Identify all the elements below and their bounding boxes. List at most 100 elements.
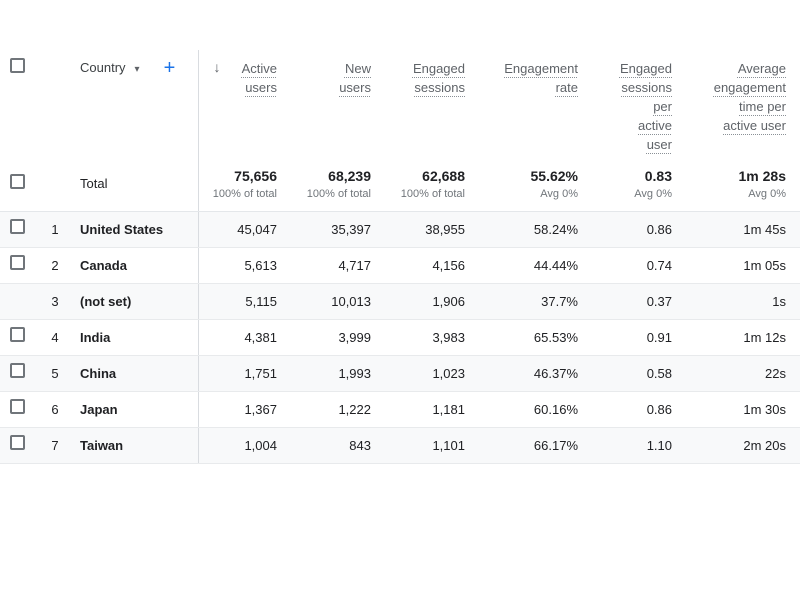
cell-engaged-sessions-per-user: 0.91 xyxy=(578,319,672,356)
row-checkbox[interactable] xyxy=(10,435,25,450)
cell-active-users: 1,751 xyxy=(198,355,277,392)
cell-new-users: 3,999 xyxy=(277,319,371,356)
table-row: 3 (not set) 5,115 10,013 1,906 37.7% 0.3… xyxy=(0,283,800,320)
dimension-selector[interactable]: Country xyxy=(80,60,126,75)
cell-engagement-rate: 46.37% xyxy=(465,355,578,392)
cell-new-users: 10,013 xyxy=(277,283,371,320)
column-header-new-users[interactable]: New users xyxy=(339,61,371,95)
cell-avg-engagement-time: 1m 05s xyxy=(672,247,800,284)
column-header-engagement-rate-cell: Engagement rate xyxy=(465,50,578,157)
cell-avg-engagement-time: 1m 12s xyxy=(672,319,800,356)
cell-avg-engagement-time: 1m 45s xyxy=(672,211,800,248)
row-checkbox[interactable] xyxy=(10,219,25,234)
table-row: 1 United States 45,047 35,397 38,955 58.… xyxy=(0,211,800,248)
cell-engaged-sessions: 4,156 xyxy=(371,247,465,284)
row-country: China xyxy=(70,355,199,392)
cell-active-users: 5,613 xyxy=(198,247,277,284)
cell-avg-engagement-time: 1m 30s xyxy=(672,391,800,428)
table-row: 2 Canada 5,613 4,717 4,156 44.44% 0.74 1… xyxy=(0,247,800,284)
cell-engagement-rate: 66.17% xyxy=(465,427,578,464)
cell-new-users: 1,993 xyxy=(277,355,371,392)
row-rank: 2 xyxy=(40,247,70,284)
total-active-users: 75,656 100% of total xyxy=(198,157,277,212)
row-country: Taiwan xyxy=(70,427,199,464)
cell-active-users: 4,381 xyxy=(198,319,277,356)
sort-descending-icon[interactable]: ↓ xyxy=(213,59,221,75)
column-header-avg-engagement-time-cell: Average engagement time per active user xyxy=(672,50,800,157)
cell-engagement-rate: 60.16% xyxy=(465,391,578,428)
cell-engaged-sessions: 3,983 xyxy=(371,319,465,356)
chevron-down-icon[interactable]: ▾ xyxy=(134,64,140,75)
cell-engaged-sessions-per-user: 0.74 xyxy=(578,247,672,284)
totals-checkbox[interactable] xyxy=(10,173,25,189)
row-rank: 5 xyxy=(40,355,70,392)
cell-engaged-sessions: 38,955 xyxy=(371,211,465,248)
cell-engaged-sessions: 1,906 xyxy=(371,283,465,320)
cell-engagement-rate: 44.44% xyxy=(465,247,578,284)
cell-engaged-sessions-per-user: 0.37 xyxy=(578,283,672,320)
header-rank-cell xyxy=(40,50,70,157)
cell-engaged-sessions-per-user: 0.86 xyxy=(578,391,672,428)
row-rank: 6 xyxy=(40,391,70,428)
cell-avg-engagement-time: 2m 20s xyxy=(672,427,800,464)
row-rank: 4 xyxy=(40,319,70,356)
cell-new-users: 1,222 xyxy=(277,391,371,428)
header-checkbox-cell xyxy=(0,50,40,157)
cell-engagement-rate: 65.53% xyxy=(465,319,578,356)
table-row: 6 Japan 1,367 1,222 1,181 60.16% 0.86 1m… xyxy=(0,391,800,428)
cell-engaged-sessions: 1,023 xyxy=(371,355,465,392)
cell-active-users: 45,047 xyxy=(198,211,277,248)
column-header-engagement-rate[interactable]: Engagement rate xyxy=(504,61,578,95)
cell-engaged-sessions-per-user: 0.86 xyxy=(578,211,672,248)
cell-engaged-sessions: 1,181 xyxy=(371,391,465,428)
total-engaged-sessions: 62,688 100% of total xyxy=(371,157,465,212)
cell-new-users: 4,717 xyxy=(277,247,371,284)
column-header-engaged-sessions[interactable]: Engaged sessions xyxy=(412,61,465,95)
column-header-average-engagement-time[interactable]: Average engagement time per active user xyxy=(713,61,786,133)
row-country: United States xyxy=(70,211,199,248)
row-checkbox[interactable] xyxy=(10,255,25,270)
row-country: Japan xyxy=(70,391,199,428)
table-header-row: Country ▾ + ↓ Active users New users Engag… xyxy=(0,50,800,157)
column-header-engaged-sessions-per-active-user[interactable]: Engaged sessions per active user xyxy=(619,61,672,152)
row-rank: 3 xyxy=(40,283,70,320)
row-country: India xyxy=(70,319,199,356)
cell-engaged-sessions-per-user: 0.58 xyxy=(578,355,672,392)
dimension-header-cell: Country ▾ + xyxy=(70,50,199,157)
cell-active-users: 1,367 xyxy=(198,391,277,428)
total-avg-engagement-time: 1m 28s Avg 0% xyxy=(672,157,800,212)
row-rank: 7 xyxy=(40,427,70,464)
select-all-checkbox[interactable] xyxy=(10,58,25,73)
row-country: Canada xyxy=(70,247,199,284)
column-header-active-users-cell: ↓ Active users xyxy=(198,50,278,157)
cell-engaged-sessions-per-user: 1.10 xyxy=(578,427,672,464)
totals-label: Total xyxy=(70,157,199,212)
cell-engagement-rate: 58.24% xyxy=(465,211,578,248)
table-row: 7 Taiwan 1,004 843 1,101 66.17% 1.10 2m … xyxy=(0,427,800,464)
table-row: 5 China 1,751 1,993 1,023 46.37% 0.58 22… xyxy=(0,355,800,392)
row-checkbox[interactable] xyxy=(10,327,25,342)
column-header-engaged-sessions-per-user-cell: Engaged sessions per active user xyxy=(578,50,672,157)
row-rank: 1 xyxy=(40,211,70,248)
cell-avg-engagement-time: 1s xyxy=(672,283,800,320)
analytics-report-table: Country ▾ + ↓ Active users New users Engag… xyxy=(0,50,800,464)
total-engaged-sessions-per-user: 0.83 Avg 0% xyxy=(578,157,672,212)
column-header-active-users[interactable]: Active users xyxy=(241,61,277,95)
cell-engagement-rate: 37.7% xyxy=(465,283,578,320)
cell-new-users: 35,397 xyxy=(277,211,371,248)
cell-avg-engagement-time: 22s xyxy=(672,355,800,392)
total-engagement-rate: 55.62% Avg 0% xyxy=(465,157,578,212)
table-row: 4 India 4,381 3,999 3,983 65.53% 0.91 1m… xyxy=(0,319,800,356)
cell-engaged-sessions: 1,101 xyxy=(371,427,465,464)
row-checkbox[interactable] xyxy=(10,363,25,378)
cell-new-users: 843 xyxy=(277,427,371,464)
total-new-users: 68,239 100% of total xyxy=(277,157,371,212)
totals-row: Total 75,656 100% of total 68,239 100% o… xyxy=(0,157,800,212)
row-checkbox[interactable] xyxy=(10,399,25,414)
cell-active-users: 5,115 xyxy=(198,283,277,320)
row-country: (not set) xyxy=(70,283,199,320)
column-header-new-users-cell: New users xyxy=(277,50,371,157)
totals-checkbox-cell xyxy=(0,157,40,212)
cell-active-users: 1,004 xyxy=(198,427,277,464)
add-dimension-button[interactable]: + xyxy=(163,57,176,79)
